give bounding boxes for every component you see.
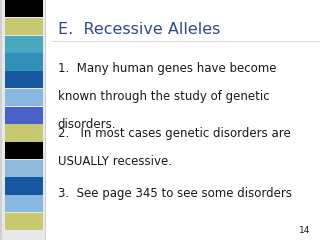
Bar bbox=[5, 71, 43, 88]
Text: 2.   In most cases genetic disorders are: 2. In most cases genetic disorders are bbox=[58, 127, 290, 140]
Text: 1.  Many human genes have become: 1. Many human genes have become bbox=[58, 62, 276, 75]
Text: USUALLY recessive.: USUALLY recessive. bbox=[58, 155, 172, 168]
Bar bbox=[5, 124, 43, 142]
Text: disorders.: disorders. bbox=[58, 118, 116, 131]
Text: 14: 14 bbox=[299, 226, 310, 235]
Bar bbox=[5, 177, 43, 195]
Bar bbox=[2, 0, 45, 240]
Bar bbox=[5, 0, 43, 18]
Bar bbox=[5, 54, 43, 71]
Bar bbox=[5, 160, 43, 177]
Bar bbox=[5, 36, 43, 53]
Text: known through the study of genetic: known through the study of genetic bbox=[58, 90, 269, 103]
Bar bbox=[5, 142, 43, 159]
Text: 3.  See page 345 to see some disorders: 3. See page 345 to see some disorders bbox=[58, 187, 292, 200]
Bar bbox=[5, 18, 43, 35]
Bar bbox=[5, 107, 43, 124]
Bar bbox=[5, 195, 43, 212]
Bar bbox=[5, 213, 43, 230]
Text: E.  Recessive Alleles: E. Recessive Alleles bbox=[58, 22, 220, 36]
Bar bbox=[46, 0, 320, 240]
Bar bbox=[5, 89, 43, 106]
